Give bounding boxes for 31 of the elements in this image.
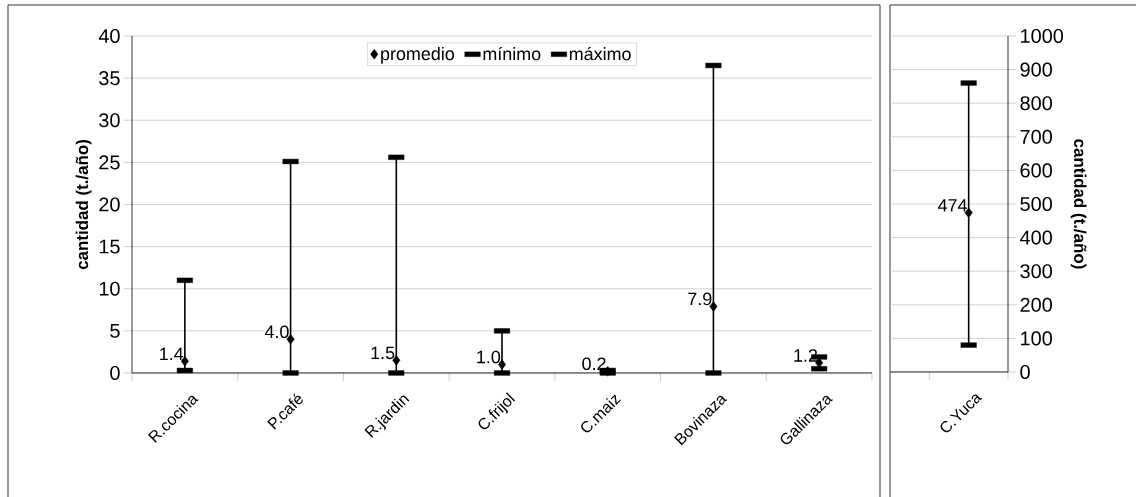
- y-axis-title: cantidad (t./año): [1070, 139, 1087, 269]
- y-tick-label: 0: [1020, 364, 1030, 380]
- y-tick-label: 0: [110, 365, 120, 381]
- y-axis-title: cantidad (t./año): [75, 139, 92, 270]
- y-tick-label: 700: [1020, 129, 1052, 144]
- y-tick-label: 400: [1019, 230, 1052, 245]
- data-label: 1.5: [371, 346, 395, 360]
- legend-label: máximo: [569, 46, 631, 61]
- data-label: 4.0: [264, 325, 289, 339]
- y-tick-label: 600: [1020, 163, 1052, 178]
- y-tick-label: 500: [1020, 196, 1052, 212]
- legend-label: mínimo: [483, 46, 541, 61]
- data-label: 1.4: [160, 347, 184, 360]
- y-tick-label: 100: [1021, 331, 1052, 346]
- y-tick-label: 10: [99, 281, 120, 296]
- y-tick-label: 800: [1020, 96, 1052, 111]
- y-tick-label: 200: [1020, 297, 1052, 312]
- y-tick-label: 300: [1020, 264, 1052, 279]
- y-tick-label: 15: [99, 239, 120, 254]
- data-label: 1.0: [477, 350, 501, 364]
- y-tick-label: 40: [98, 28, 120, 44]
- y-tick-label: 5: [110, 323, 120, 338]
- y-tick-label: 20: [99, 197, 120, 212]
- legend-label: promedio: [381, 47, 454, 64]
- y-tick-label: 35: [99, 71, 120, 86]
- y-tick-label: 1000: [1021, 28, 1064, 44]
- data-label: 474: [937, 199, 967, 212]
- data-label: 7.9: [688, 292, 712, 306]
- y-tick-label: 25: [99, 155, 120, 170]
- y-tick-label: 900: [1020, 62, 1052, 77]
- y-tick-label: 30: [99, 113, 120, 128]
